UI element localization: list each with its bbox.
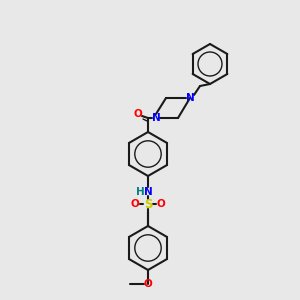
Text: N: N — [186, 93, 194, 103]
Text: N: N — [152, 113, 160, 123]
Text: S: S — [144, 197, 152, 211]
Text: H: H — [136, 187, 144, 197]
Text: O: O — [130, 199, 140, 209]
Text: N: N — [144, 187, 152, 197]
Text: O: O — [134, 109, 142, 119]
Text: O: O — [144, 279, 152, 289]
Text: O: O — [157, 199, 165, 209]
